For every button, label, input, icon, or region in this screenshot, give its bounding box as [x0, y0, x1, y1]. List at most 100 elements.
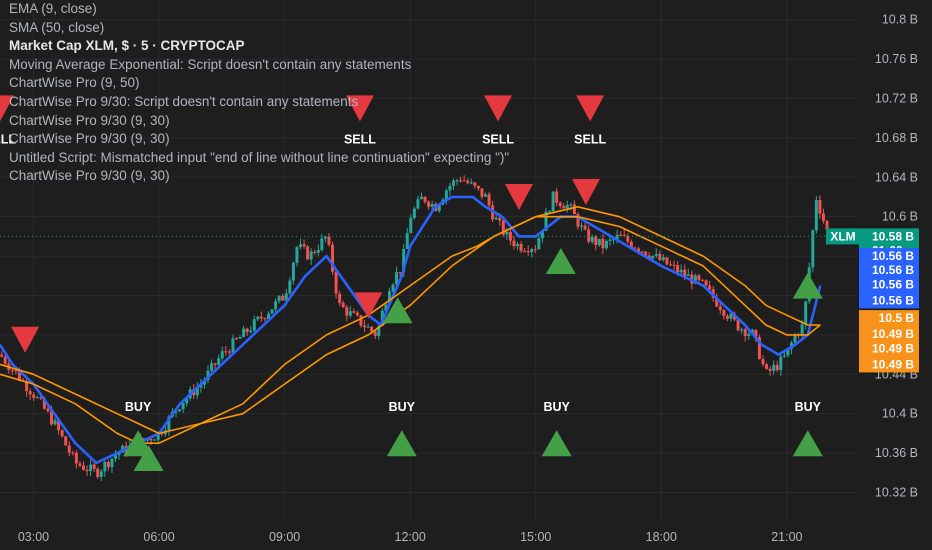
candle-body: [736, 319, 740, 331]
candle-body: [526, 251, 530, 253]
candle-body: [409, 217, 413, 234]
candle-body: [594, 236, 598, 246]
candle-body: [661, 257, 665, 261]
candle-body: [53, 420, 57, 425]
legend: EMA (9, close) SMA (50, close) Market Ca…: [9, 0, 509, 186]
candle-body: [459, 180, 463, 182]
legend-indicator-2[interactable]: ChartWise Pro (9, 50): [9, 75, 140, 91]
symbol-tag-text: XLM: [830, 229, 855, 243]
candle-body: [679, 269, 683, 273]
sell-label: SELL: [0, 132, 16, 146]
candle-body: [814, 200, 818, 231]
candle-body: [341, 302, 345, 308]
legend-indicator-6[interactable]: Untitled Script: Mismatched input "end o…: [9, 149, 510, 165]
candle-body: [775, 365, 779, 371]
price-tag-text: 10.56 B: [872, 263, 914, 277]
price-tag: [859, 292, 919, 309]
candle-body: [92, 464, 96, 469]
y-tick-label: 10.4 B: [882, 407, 918, 421]
candle-body: [355, 312, 359, 316]
candle-body: [316, 250, 320, 253]
candle-body: [114, 455, 118, 459]
candle-body: [391, 284, 395, 292]
candle-body: [505, 231, 509, 235]
candle-body: [473, 182, 477, 186]
legend-indicator-7[interactable]: ChartWise Pro 9/30 (9, 30): [9, 168, 170, 184]
candle-body: [103, 461, 107, 472]
y-tick-label: 10.32 B: [875, 485, 918, 499]
candle-body: [693, 275, 697, 284]
legend-indicator-1[interactable]: Moving Average Exponential: Script doesn…: [9, 56, 412, 72]
price-tag: [859, 310, 919, 327]
candle-body: [651, 255, 655, 259]
candle-body: [544, 211, 548, 231]
candle-body: [565, 204, 569, 209]
candle-body: [185, 398, 189, 404]
candle-body: [416, 199, 420, 209]
candle-body: [106, 461, 110, 468]
candle-body: [583, 225, 587, 230]
candle-body: [348, 311, 352, 316]
candle-body: [327, 236, 331, 245]
candle-body: [110, 458, 114, 468]
candle-body: [370, 326, 374, 332]
candle-body: [398, 272, 402, 274]
candle-body: [338, 293, 342, 303]
candle-body: [793, 334, 797, 343]
candle-body: [178, 409, 182, 412]
legend-sma[interactable]: SMA (50, close): [9, 19, 105, 35]
legend-symbol-title[interactable]: Market Cap XLM, $ · 5 · CRYPTOCAP: [9, 38, 245, 54]
candle-body: [765, 364, 769, 369]
candle-body: [740, 329, 744, 331]
legend-indicator-3[interactable]: ChartWise Pro 9/30: Script doesn't conta…: [9, 93, 359, 109]
candle-body: [242, 328, 246, 338]
legend-indicator-4[interactable]: ChartWise Pro 9/30 (9, 30): [9, 112, 170, 128]
price-tag-text: 10.5 B: [879, 311, 915, 325]
candle-body: [451, 180, 455, 186]
candle-body: [284, 293, 288, 301]
candle-body: [395, 272, 399, 285]
y-tick-label: 10.64 B: [875, 170, 918, 184]
candle-body: [359, 315, 363, 326]
candle-body: [448, 185, 452, 191]
candle-body: [238, 337, 242, 339]
candle-body: [469, 182, 473, 184]
candle-body: [580, 225, 584, 227]
candle-body: [281, 295, 285, 301]
buy-label: BUY: [389, 400, 416, 414]
x-tick-label: 09:00: [269, 530, 300, 544]
y-tick-label: 10.36 B: [875, 446, 918, 460]
candle-body: [10, 369, 14, 371]
sell-marker: [0, 95, 14, 122]
candle-body: [644, 251, 648, 256]
candle-body: [245, 328, 249, 333]
candle-body: [708, 285, 712, 290]
candle-body: [67, 445, 71, 453]
price-tag: [859, 356, 919, 373]
candle-body: [786, 349, 790, 356]
candle-body: [363, 325, 367, 328]
candle-body: [430, 203, 434, 207]
candle-body: [302, 244, 306, 247]
candle-body: [46, 408, 50, 412]
candle-body: [39, 397, 43, 399]
candle-body: [540, 230, 544, 239]
candle-body: [320, 238, 324, 251]
candle-body: [0, 354, 4, 357]
candle-body: [227, 351, 231, 353]
candle-body: [697, 275, 701, 280]
sell-marker: [11, 326, 40, 353]
candle-body: [35, 397, 39, 399]
candle-body: [654, 254, 658, 256]
candle-body: [743, 329, 747, 336]
candle-body: [818, 200, 822, 214]
candle-body: [377, 325, 381, 336]
legend-ema[interactable]: EMA (9, close): [9, 1, 97, 16]
price-tag: [859, 261, 919, 278]
candle-body: [249, 330, 253, 333]
candle-body: [17, 371, 21, 381]
candle-body: [366, 326, 370, 328]
legend-indicator-5[interactable]: ChartWise Pro 9/30 (9, 30): [9, 131, 170, 147]
candle-body: [754, 329, 758, 338]
